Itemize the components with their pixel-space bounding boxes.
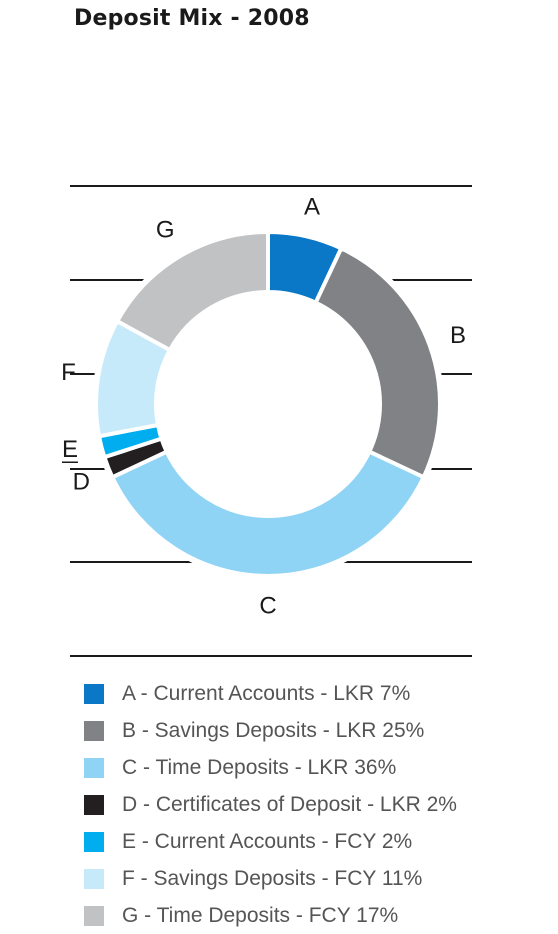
legend-swatch-f — [84, 868, 104, 889]
legend-swatch-d — [84, 794, 104, 815]
legend-item-d: D - Certificates of Deposit - LKR 2% — [84, 786, 457, 823]
legend-text-e: E - Current Accounts - FCY 2% — [122, 829, 413, 853]
slice-label-g: G — [156, 217, 175, 244]
legend-swatch-g — [84, 905, 104, 926]
legend-text-g: G - Time Deposits - FCY 17% — [122, 903, 399, 927]
slice-label-e: E — [62, 436, 78, 463]
legend-item-e: E - Current Accounts - FCY 2% — [84, 823, 457, 860]
slice-label-a: A — [304, 193, 320, 220]
legend-swatch-e — [84, 831, 104, 852]
legend: A - Current Accounts - LKR 7% B - Savings… — [84, 675, 457, 934]
legend-item-g: G - Time Deposits - FCY 17% — [84, 897, 457, 934]
slice-c — [109, 449, 427, 578]
slice-label-f: F — [61, 359, 76, 386]
slice-label-d: D — [73, 468, 90, 495]
slice-b — [313, 245, 442, 480]
slice-label-c: C — [259, 593, 276, 620]
legend-text-c: C - Time Deposits - LKR 36% — [122, 755, 397, 779]
legend-item-a: A - Current Accounts - LKR 7% — [84, 675, 457, 712]
donut-slices — [94, 229, 442, 578]
legend-item-c: C - Time Deposits - LKR 36% — [84, 749, 457, 786]
legend-swatch-a — [84, 683, 104, 704]
legend-item-f: F - Savings Deposits - FCY 11% — [84, 860, 457, 897]
slice-label-b: B — [450, 322, 466, 349]
legend-item-b: B - Savings Deposits - LKR 25% — [84, 712, 457, 749]
slice-g — [114, 229, 270, 353]
legend-text-b: B - Savings Deposits - LKR 25% — [122, 718, 425, 742]
legend-text-f: F - Savings Deposits - FCY 11% — [122, 866, 423, 890]
legend-swatch-c — [84, 757, 104, 778]
slice-labels: A B C DE F G — [61, 193, 466, 619]
chart-title: Deposit Mix - 2008 — [74, 6, 310, 31]
legend-text-d: D - Certificates of Deposit - LKR 2% — [122, 792, 457, 816]
legend-swatch-b — [84, 720, 104, 741]
legend-text-a: A - Current Accounts - LKR 7% — [122, 681, 411, 705]
